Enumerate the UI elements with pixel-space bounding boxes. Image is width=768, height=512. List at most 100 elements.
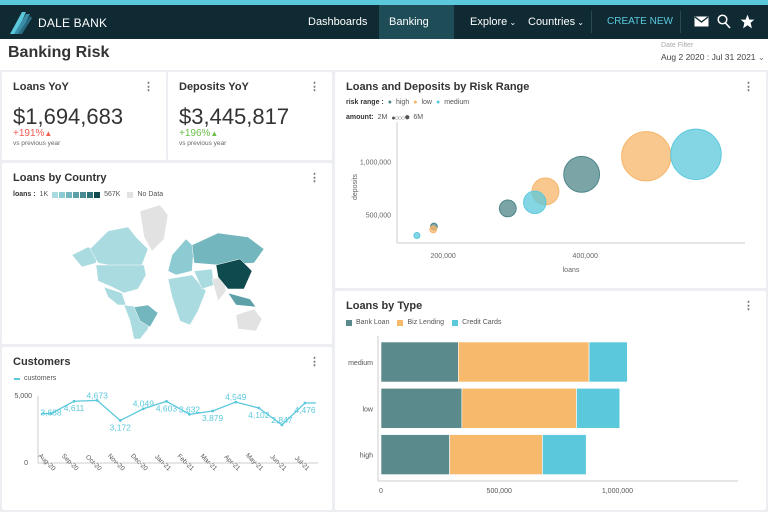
data-label: 3,172 bbox=[110, 422, 132, 432]
card-title: Customers bbox=[13, 356, 71, 368]
bar-segment-bank-loan bbox=[380, 434, 450, 475]
data-point bbox=[280, 423, 284, 427]
legend-entry: high bbox=[395, 99, 410, 106]
kpi-value: $1,694,683 bbox=[13, 104, 124, 129]
loans-by-country-card: Loans by Country ⋮ loans : 1K 567K No Da… bbox=[2, 163, 332, 344]
brand-logo[interactable]: DALE BANK bbox=[8, 10, 107, 36]
data-label: 4,049 bbox=[133, 399, 155, 409]
map-region-russia bbox=[191, 232, 265, 266]
data-label: 4,549 bbox=[225, 392, 247, 402]
legend-label: risk range : bbox=[346, 99, 384, 106]
more-menu-icon[interactable]: ⋮ bbox=[309, 356, 320, 368]
date-filter-dropdown[interactable]: Aug 2 2020 : Jul 31 2021 ⌄ bbox=[661, 52, 765, 63]
data-label: 4,603 bbox=[156, 403, 178, 413]
legend-min: 1K bbox=[39, 191, 49, 198]
data-label: 3,688 bbox=[40, 408, 62, 418]
bubble-medium bbox=[670, 128, 722, 181]
data-label: 4,673 bbox=[87, 390, 109, 400]
bar-legend: Bank Loan Biz Lending Credit Cards bbox=[346, 319, 501, 326]
mail-icon[interactable] bbox=[694, 16, 709, 27]
map-region-southeast-asia bbox=[227, 292, 257, 308]
customers-line-chart[interactable]: 05,0003,688Aug-204,611Sep-204,673Oct-203… bbox=[2, 347, 332, 510]
data-point bbox=[188, 412, 191, 416]
more-menu-icon[interactable]: ⋮ bbox=[143, 81, 154, 93]
world-map[interactable] bbox=[68, 201, 268, 341]
bar-segment-bank-loan bbox=[380, 341, 459, 383]
chevron-down-icon: ⌄ bbox=[757, 52, 766, 62]
kpi-change: +196%▲ bbox=[179, 128, 218, 139]
star-icon[interactable] bbox=[740, 14, 755, 29]
loans-yoy-card: Loans YoY ⋮ $1,694,683 +191%▲ vs previou… bbox=[2, 72, 166, 160]
bubble-chart[interactable]: 200,000 400,000 500,000 1,000,000 loans depos… bbox=[335, 72, 766, 288]
legend-label: loans : bbox=[13, 191, 36, 198]
map-region-europe bbox=[167, 238, 195, 276]
more-menu-icon[interactable]: ⋮ bbox=[309, 81, 320, 93]
risk-range-legend: risk range : ● high ● low ● medium bbox=[346, 99, 469, 106]
legend-swatch bbox=[397, 319, 404, 326]
data-point bbox=[165, 399, 168, 403]
y-tick-label: low bbox=[362, 406, 373, 413]
create-new-button[interactable]: CREATE NEW bbox=[607, 16, 673, 27]
x-tick-label: Jul-21 bbox=[293, 455, 311, 473]
more-menu-icon[interactable]: ⋮ bbox=[743, 300, 754, 312]
search-icon[interactable] bbox=[717, 14, 731, 29]
data-label: 2,847 bbox=[271, 415, 293, 425]
data-point bbox=[72, 399, 76, 403]
legend-entry: medium bbox=[444, 99, 470, 106]
nav-dashboards[interactable]: Dashboards bbox=[308, 16, 368, 28]
data-label: 4,102 bbox=[248, 410, 270, 420]
data-point bbox=[49, 412, 53, 415]
size-max: 6M bbox=[413, 114, 424, 121]
x-tick-label: 200,000 bbox=[431, 253, 456, 260]
data-point bbox=[303, 401, 307, 405]
bar-segment-credit-cards bbox=[588, 341, 628, 383]
x-tick-label: 500,000 bbox=[487, 488, 512, 495]
kpi-caption: vs previous year bbox=[13, 140, 61, 147]
y-tick-label: high bbox=[360, 453, 373, 460]
nav-banking-risk[interactable]: Banking risk bbox=[379, 5, 454, 62]
map-region-china bbox=[215, 258, 253, 290]
customers-card: Customers ⋮ customers 0 5,000 3,688 Aug-20 4… bbox=[2, 347, 332, 510]
x-tick-label: May-21 bbox=[244, 452, 265, 473]
scale-swatch bbox=[80, 191, 87, 198]
color-scale bbox=[52, 191, 101, 198]
brand-name: DALE BANK bbox=[38, 16, 108, 30]
legend-max: 567K bbox=[104, 191, 121, 198]
legend-entry: customers bbox=[24, 375, 57, 382]
y-axis-label: deposits bbox=[352, 173, 359, 200]
more-menu-icon[interactable]: ⋮ bbox=[743, 81, 754, 93]
nav-divider bbox=[591, 11, 592, 33]
size-min: 2M bbox=[377, 114, 388, 121]
chevron-down-icon: ⌄ bbox=[575, 18, 585, 27]
loans-deposits-risk-card: Loans and Deposits by Risk Range ⋮ risk … bbox=[335, 72, 766, 288]
stacked-bar-chart[interactable]: 0 500,000 1,000,000 medium low high bbox=[335, 291, 766, 510]
data-point bbox=[234, 400, 238, 404]
customers-line bbox=[41, 399, 316, 426]
y-tick-label: medium bbox=[348, 360, 373, 367]
scale-swatch bbox=[94, 191, 101, 198]
data-label: 3,879 bbox=[202, 413, 224, 423]
data-label: 3,632 bbox=[179, 404, 201, 414]
kpi-value: $3,445,817 bbox=[179, 104, 290, 129]
data-point bbox=[141, 407, 145, 411]
loans-by-type-card: Loans by Type ⋮ Bank Loan Biz Lending Cr… bbox=[335, 291, 766, 510]
legend-dot-icon: ● bbox=[413, 99, 418, 106]
scale-swatch bbox=[73, 191, 80, 198]
legend-swatch bbox=[14, 377, 20, 380]
nav-countries[interactable]: Countries ⌄ bbox=[518, 5, 594, 39]
card-title: Deposits YoY bbox=[179, 81, 249, 93]
more-menu-icon[interactable]: ⋮ bbox=[309, 172, 320, 184]
data-label: 4,476 bbox=[294, 405, 316, 415]
triangle-up-icon: ▲ bbox=[210, 129, 219, 138]
nav-explore[interactable]: Explore ⌄ bbox=[460, 5, 526, 39]
data-point bbox=[118, 419, 122, 422]
bar-segment-bank-loan bbox=[380, 388, 463, 429]
top-accent-stripe bbox=[0, 0, 768, 5]
top-navbar: DALE BANK Dashboards Banking risk Explor… bbox=[0, 5, 768, 62]
legend-swatch bbox=[346, 319, 352, 326]
legend-label: amount: bbox=[346, 114, 374, 121]
legend-entry: low bbox=[421, 99, 432, 106]
date-filter-label: Date Filter bbox=[661, 42, 694, 49]
bubble-low bbox=[621, 131, 672, 182]
date-filter-value: Aug 2 2020 : Jul 31 2021 bbox=[661, 52, 756, 62]
